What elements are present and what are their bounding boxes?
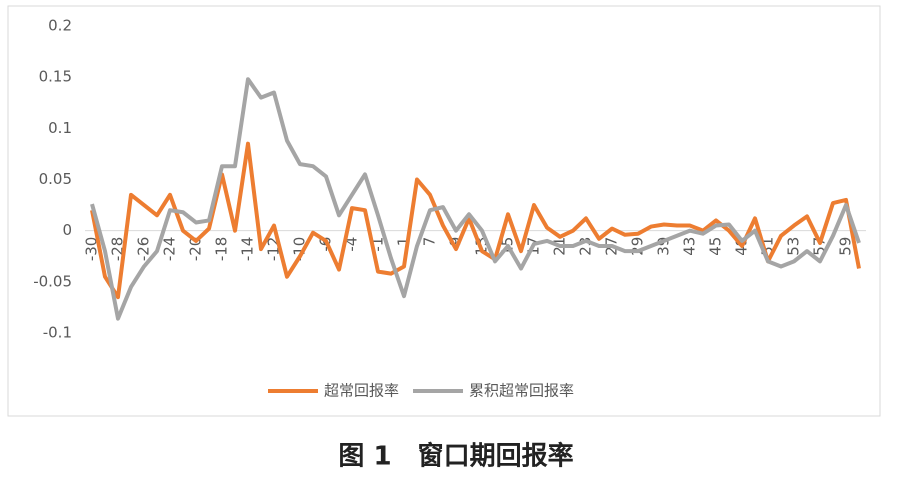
x-tick-label: 45 [707,237,725,256]
x-tick-label: -18 [213,237,231,262]
legend-label: 累积超常回报率 [469,382,574,400]
y-tick-label: 0.15 [39,68,72,86]
y-tick-label: -0.05 [33,272,72,290]
x-tick-label: 53 [785,237,803,256]
x-tick-label: -26 [135,237,153,262]
x-tick-label: 59 [837,237,855,256]
y-tick-label: 0.2 [48,17,72,35]
y-tick-label: -0.1 [43,324,72,342]
x-tick-label: -10 [291,237,309,262]
x-tick-label: 43 [681,237,699,256]
x-tick-label: 1 [395,237,413,247]
x-tick-label: -20 [187,237,205,262]
y-tick-label: 0.05 [39,170,72,188]
x-tick-label: -14 [239,237,257,262]
x-tick-label: -30 [83,237,101,262]
x-tick-label: -24 [161,237,179,262]
y-tick-label: 0 [62,221,72,239]
legend-label: 超常回报率 [324,382,399,400]
caption: 图 1 窗口期回报率 [338,441,573,472]
y-tick-label: 0.1 [48,119,72,137]
x-tick-label: 9 [447,237,465,247]
series-line [90,77,861,321]
x-tick-label: 7 [421,237,439,247]
